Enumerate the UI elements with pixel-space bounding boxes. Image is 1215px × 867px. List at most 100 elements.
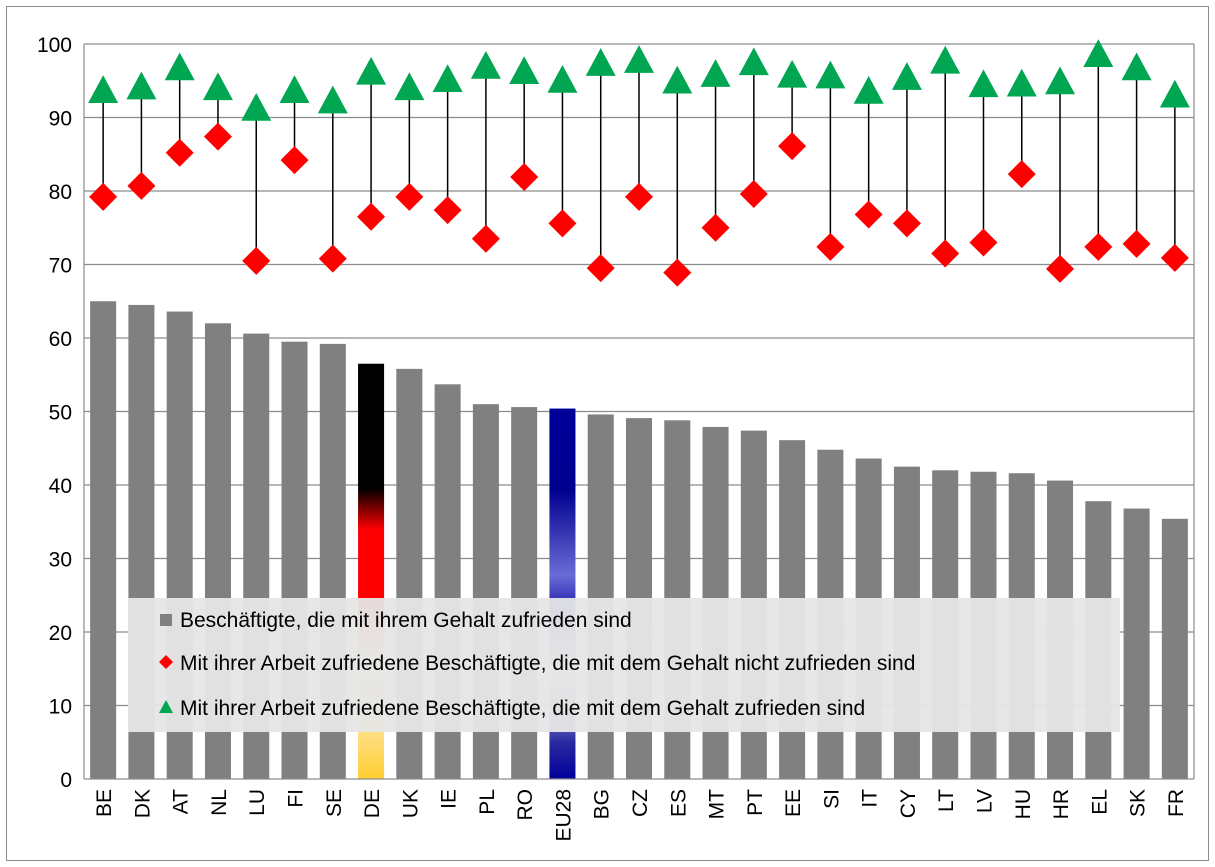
diamond-mt (701, 213, 730, 242)
y-tick-label: 80 (49, 181, 72, 204)
legend-label-bar: Beschäftigte, die mit ihrem Gehalt zufri… (180, 609, 632, 632)
x-tick-label: EL (1088, 789, 1111, 815)
diamond-cz (625, 182, 653, 211)
x-tick-label: CZ (629, 789, 652, 817)
diamond-sk (1122, 229, 1151, 258)
legend-label-diamond: Mit ihrer Arbeit zufriedene Beschäftigte… (180, 652, 915, 675)
x-tick-label: NL (208, 789, 231, 816)
triangle-uk (394, 72, 425, 101)
diamond-at (165, 138, 194, 167)
x-tick-label: ES (667, 789, 690, 817)
x-tick-label: LU (246, 789, 269, 816)
x-tick-label: RO (514, 789, 537, 821)
diamond-lu (242, 246, 271, 275)
x-tick-label: HU (1012, 789, 1035, 819)
triangle-hu (1006, 68, 1037, 97)
diamond-fi (280, 146, 309, 175)
x-tick-label: CY (897, 789, 920, 818)
triangle-el (1083, 39, 1114, 68)
x-tick-label: UK (399, 789, 422, 818)
x-tick-label: FI (285, 789, 308, 808)
diamond-lv (969, 228, 998, 257)
diamond-si (816, 232, 845, 261)
y-tick-label: 100 (37, 34, 72, 57)
triangle-cz (624, 45, 654, 73)
x-tick-label: IE (438, 789, 461, 809)
diamond-eu28 (548, 209, 577, 238)
y-tick-label: 60 (49, 328, 72, 351)
triangle-fr (1159, 79, 1190, 108)
diamond-ie (433, 196, 462, 225)
triangle-be (88, 75, 119, 104)
y-tick-label: 70 (49, 255, 72, 278)
triangle-se (317, 85, 348, 114)
x-tick-label: FR (1165, 789, 1188, 817)
diamond-nl (203, 122, 232, 151)
triangle-lt (930, 45, 961, 74)
diamond-lt (931, 239, 960, 268)
diamond-uk (395, 182, 424, 211)
triangle-de (356, 56, 387, 85)
y-tick-label: 50 (49, 402, 72, 425)
diamond-fr (1160, 243, 1189, 272)
axes: 0 10 20 30 40 50 60 70 80 90 100 BE DK AT NL LU FI SE DE UK… (37, 34, 1194, 842)
legend-label-triangle: Mit ihrer Arbeit zufriedene Beschäftigte… (180, 697, 865, 720)
diamond-pl (471, 224, 500, 253)
triangle-ie (432, 64, 463, 93)
x-tick-label: IT (859, 789, 882, 808)
triangle-pt (738, 47, 769, 76)
x-tick-label: BG (591, 789, 614, 819)
x-tick-label: DK (131, 789, 154, 818)
x-tick-label: DE (361, 789, 384, 818)
y-tick-label: 20 (49, 622, 72, 645)
diamond-bg (586, 254, 615, 283)
triangle-nl (202, 72, 233, 101)
x-tick-label: MT (706, 789, 729, 819)
diamond-de (357, 202, 386, 231)
diamond-dk (127, 171, 156, 200)
diamond-be (89, 182, 118, 211)
triangle-cy (891, 62, 922, 90)
legend-swatch-triangle (159, 700, 173, 713)
x-tick-label: AT (170, 789, 193, 814)
diamond-es (663, 258, 692, 287)
legend-swatch-bar (160, 614, 172, 626)
diamond-ee (778, 132, 807, 161)
triangle-bg (585, 48, 616, 76)
diamond-ro (510, 163, 539, 192)
triangle-hr (1045, 66, 1076, 95)
legend-swatch-diamond (159, 655, 173, 669)
bar-be (90, 301, 117, 779)
triangle-es (662, 65, 693, 94)
legend-background (128, 598, 1120, 732)
triangle-at (164, 52, 195, 81)
triangle-dk (126, 71, 157, 100)
x-tick-label: EU28 (552, 789, 575, 842)
triangle-lv (968, 69, 999, 98)
y-tick-label: 0 (60, 769, 72, 792)
triangle-ee (777, 59, 808, 88)
triangle-si (815, 60, 846, 89)
bar-sk (1123, 508, 1150, 779)
diamond-hu (1007, 160, 1036, 189)
x-tick-label: SK (1127, 789, 1150, 817)
triangle-pl (470, 51, 501, 79)
y-tick-label: 10 (49, 696, 72, 719)
x-tick-label: SI (820, 789, 843, 809)
connector-lines (102, 54, 1176, 273)
x-tick-label: LT (935, 789, 958, 812)
triangle-eu28 (547, 65, 578, 93)
triangle-sk (1121, 52, 1152, 81)
legend: Beschäftigte, die mit ihrem Gehalt zufri… (128, 598, 1120, 732)
marker-series (88, 39, 1190, 287)
triangle-it (853, 76, 884, 104)
triangle-mt (700, 59, 731, 87)
x-tick-label: EE (782, 789, 805, 817)
x-tick-label: LV (973, 789, 996, 813)
triangle-ro (509, 56, 540, 84)
diamond-se (318, 244, 347, 273)
y-tick-label: 30 (49, 549, 72, 572)
diamond-pt (739, 179, 768, 208)
triangle-lu (241, 92, 272, 121)
